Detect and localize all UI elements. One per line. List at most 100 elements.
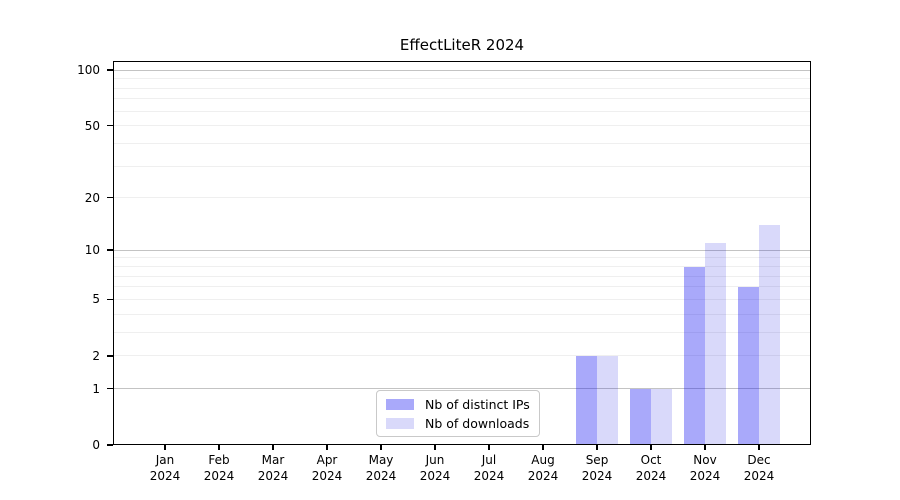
x-tick-apr xyxy=(326,445,328,450)
legend-entry-downloads: Nb of downloads xyxy=(386,415,530,431)
gridline-minor-20 xyxy=(113,197,811,199)
x-tick-jul xyxy=(488,445,490,450)
x-label-year: 2024 xyxy=(257,468,289,483)
gridline-minor-8 xyxy=(113,266,811,268)
x-label-year: 2024 xyxy=(149,468,181,483)
legend-swatch-distinct-ips xyxy=(386,398,414,410)
gridline-minor-7 xyxy=(113,275,811,277)
x-label-month: Nov xyxy=(693,453,717,467)
gridline-minor-40 xyxy=(113,142,811,144)
gridline-minor-80 xyxy=(113,87,811,89)
bar-oct-series1 xyxy=(651,388,672,445)
gridline-minor-60 xyxy=(113,110,811,112)
gridline-minor-9 xyxy=(113,257,811,259)
y-tick-label-0: 0 xyxy=(92,438,100,452)
x-label-month: Sep xyxy=(585,453,609,467)
y-tick-50 xyxy=(107,124,113,127)
x-label-month: Feb xyxy=(208,453,230,467)
bar-oct-series0 xyxy=(630,388,651,445)
x-label-year: 2024 xyxy=(203,468,235,483)
bar-sep-series0 xyxy=(576,355,597,445)
x-tick-jun xyxy=(434,445,436,450)
x-tick-label-sep: Sep 2024 xyxy=(573,453,621,484)
gridline-minor-90 xyxy=(113,78,811,80)
legend: Nb of distinct IPs Nb of downloads xyxy=(376,390,540,437)
chart-title: EffectLiteR 2024 xyxy=(399,36,525,54)
x-tick-label-jun: Jun 2024 xyxy=(411,453,459,484)
x-label-year: 2024 xyxy=(689,468,721,483)
x-label-month: Apr xyxy=(316,453,338,467)
x-tick-aug xyxy=(542,445,544,450)
gridline-minor-2 xyxy=(113,355,811,357)
legend-swatch-downloads xyxy=(386,417,414,429)
x-tick-label-jan: Jan 2024 xyxy=(141,453,189,484)
gridline-minor-5 xyxy=(113,298,811,300)
x-tick-label-dec: Dec 2024 xyxy=(735,453,783,484)
y-tick-label-1: 1 xyxy=(92,381,100,396)
gridline-minor-3 xyxy=(113,331,811,333)
x-label-month: Jul xyxy=(481,453,497,467)
y-tick-1 xyxy=(107,387,113,390)
x-label-year: 2024 xyxy=(311,468,343,483)
y-tick-10 xyxy=(107,249,113,251)
y-tick-100 xyxy=(107,69,113,71)
x-label-year: 2024 xyxy=(743,468,775,483)
bar-nov-series0 xyxy=(684,266,705,445)
gridlines-layer xyxy=(113,61,811,445)
x-label-year: 2024 xyxy=(473,468,505,483)
y-tick-label-5: 5 xyxy=(92,292,100,307)
legend-label-distinct-ips: Nb of distinct IPs xyxy=(425,396,530,412)
bar-nov-series1 xyxy=(705,243,726,445)
bars-layer xyxy=(113,61,811,445)
bar-dec-series1 xyxy=(759,225,780,445)
x-tick-oct xyxy=(650,445,652,450)
x-tick-jan xyxy=(164,445,166,450)
x-label-month: Jun xyxy=(425,453,445,467)
x-tick-dec xyxy=(758,445,760,450)
x-label-year: 2024 xyxy=(635,468,667,483)
gridline-major-1 xyxy=(113,388,811,390)
y-tick-label-100: 100 xyxy=(77,63,100,78)
x-label-year: 2024 xyxy=(365,468,397,483)
x-tick-label-oct: Oct 2024 xyxy=(627,453,675,484)
x-tick-feb xyxy=(218,445,220,450)
gridline-minor-4 xyxy=(113,313,811,315)
x-tick-label-feb: Feb 2024 xyxy=(195,453,243,484)
x-tick-label-may: May 2024 xyxy=(357,453,405,484)
x-tick-mar xyxy=(272,445,274,450)
x-tick-label-aug: Aug 2024 xyxy=(519,453,567,484)
y-tick-label-10: 10 xyxy=(84,243,100,258)
x-label-year: 2024 xyxy=(419,468,451,483)
x-tick-label-nov: Nov 2024 xyxy=(681,453,729,484)
bar-dec-series0 xyxy=(738,286,759,445)
bar-sep-series1 xyxy=(597,355,618,445)
x-tick-nov xyxy=(704,445,706,450)
y-tick-label-50: 50 xyxy=(84,118,100,133)
y-tick-2 xyxy=(107,354,113,357)
y-tick-label-20: 20 xyxy=(84,190,100,205)
x-tick-label-apr: Apr 2024 xyxy=(303,453,351,484)
x-tick-sep xyxy=(596,445,598,450)
gridline-minor-6 xyxy=(113,286,811,288)
x-tick-label-jul: Jul 2024 xyxy=(465,453,513,484)
x-label-month: Jan xyxy=(155,453,175,467)
y-tick-20 xyxy=(107,196,113,199)
gridline-major-10 xyxy=(113,249,811,251)
y-tick-label-2: 2 xyxy=(92,348,100,363)
legend-label-downloads: Nb of downloads xyxy=(425,415,530,431)
y-tick-0 xyxy=(107,444,113,446)
x-tick-may xyxy=(380,445,382,450)
gridline-major-100 xyxy=(113,69,811,71)
gridline-minor-30 xyxy=(113,165,811,167)
x-label-month: Mar xyxy=(261,453,285,467)
x-tick-label-mar: Mar 2024 xyxy=(249,453,297,484)
gridline-minor-50 xyxy=(113,125,811,127)
plot-area: Nb of distinct IPs Nb of downloads xyxy=(113,61,811,445)
y-tick-5 xyxy=(107,298,113,301)
legend-entry-distinct-ips: Nb of distinct IPs xyxy=(386,396,530,412)
x-label-month: Aug xyxy=(531,453,555,467)
x-label-month: Dec xyxy=(747,453,771,467)
gridline-minor-70 xyxy=(113,98,811,100)
x-label-year: 2024 xyxy=(581,468,613,483)
